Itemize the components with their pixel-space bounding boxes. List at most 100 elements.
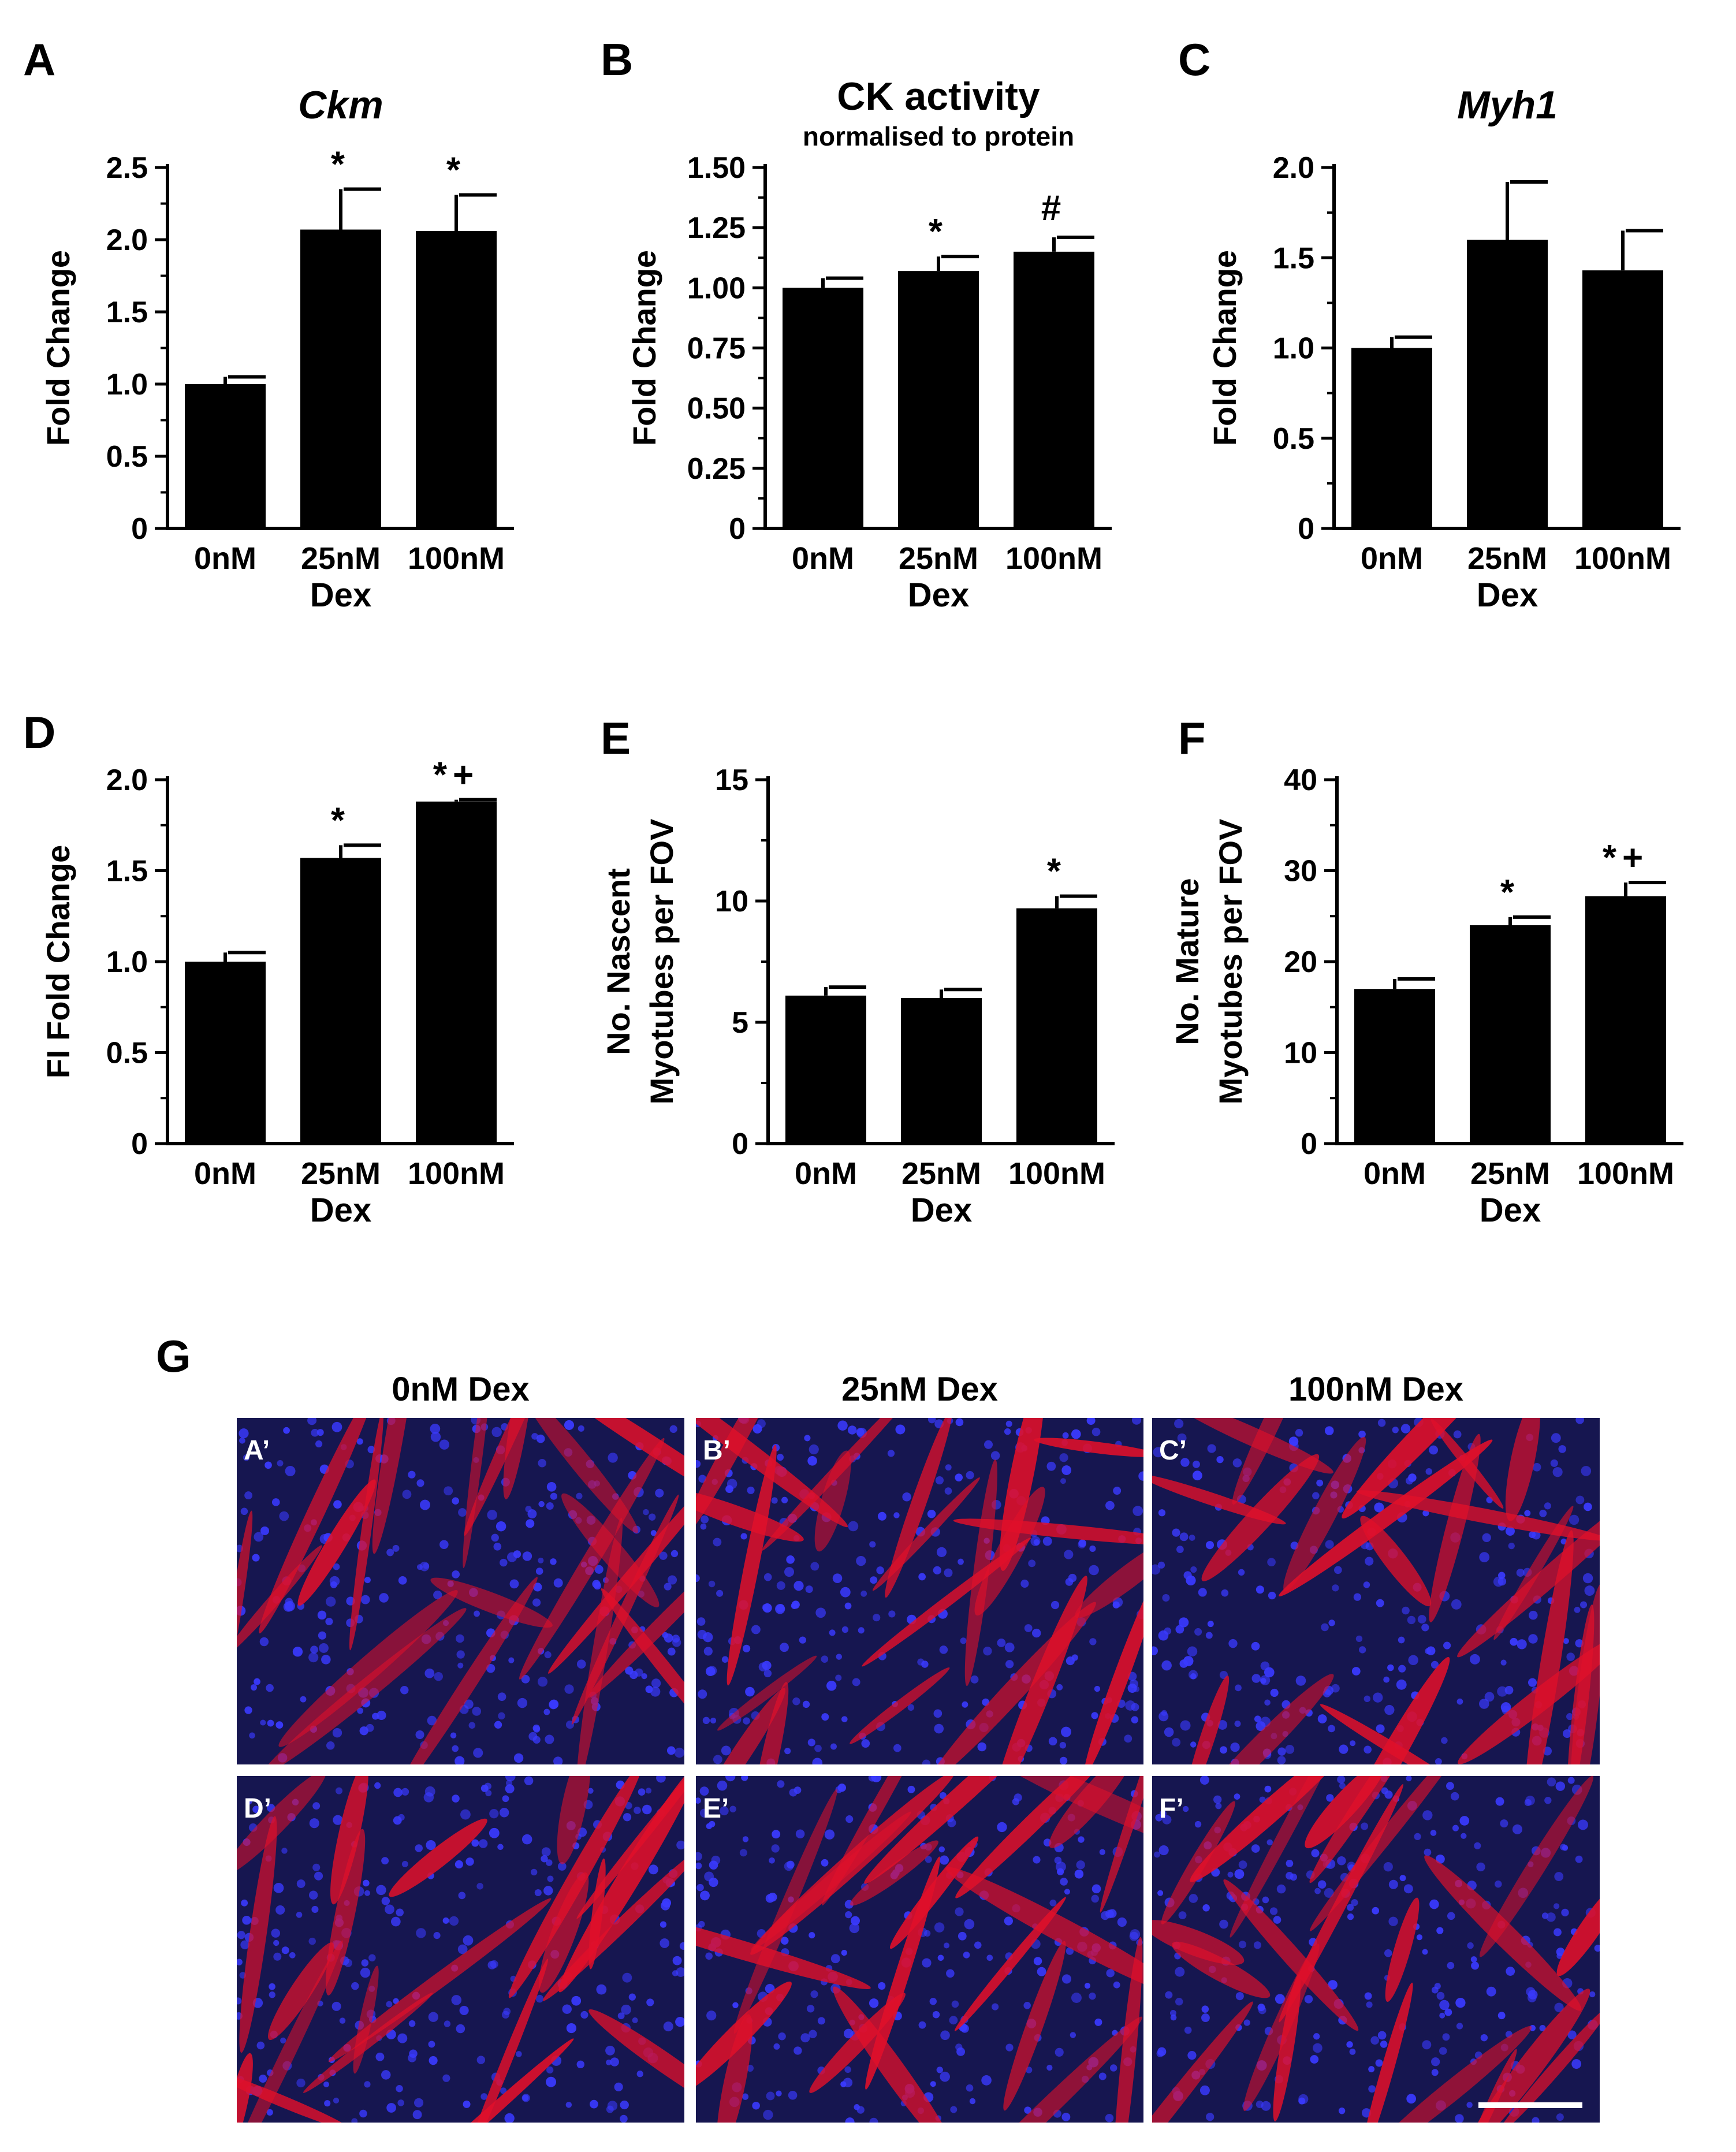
nucleus bbox=[837, 1420, 848, 1431]
myotube bbox=[372, 1418, 420, 1554]
nucleus bbox=[907, 1785, 915, 1793]
chart-panel-a: A Ckm 0 0.5 1.0 1.5 2.0 2.5 0nM * 25nM * 100nM Dex Fol… bbox=[23, 34, 514, 614]
nucleus bbox=[1310, 2055, 1319, 2064]
nucleus bbox=[580, 2010, 588, 2019]
myotube bbox=[809, 1993, 906, 2093]
nucleus bbox=[1138, 1471, 1143, 1481]
nucleus bbox=[845, 1815, 854, 1823]
myotube bbox=[850, 1840, 938, 1906]
micrograph-column-title: 25nM Dex bbox=[841, 1371, 998, 1408]
nucleus bbox=[1324, 1426, 1334, 1435]
nucleus bbox=[289, 1952, 296, 1959]
nucleus bbox=[1261, 2101, 1271, 2111]
nucleus bbox=[617, 2012, 625, 2020]
nucleus bbox=[324, 2100, 331, 2107]
significance-marker: * bbox=[446, 151, 466, 191]
nucleus bbox=[696, 1883, 704, 1892]
nucleus bbox=[308, 1937, 316, 1945]
nucleus bbox=[1358, 1430, 1366, 1438]
nucleus bbox=[1251, 1844, 1260, 1853]
nucleus bbox=[845, 2117, 855, 2123]
nucleus bbox=[1334, 1566, 1342, 1574]
nucleus bbox=[1497, 1686, 1508, 1697]
myotube bbox=[1232, 1418, 1313, 1505]
micrograph-label: A’ bbox=[244, 1435, 270, 1466]
nucleus bbox=[984, 1440, 993, 1449]
nucleus bbox=[1251, 1641, 1260, 1651]
myotube bbox=[1567, 1604, 1595, 1764]
nucleus bbox=[1133, 1506, 1143, 1516]
myotube bbox=[696, 1418, 783, 1539]
nucleus bbox=[1524, 1799, 1532, 1807]
y-tick-label: 2.0 bbox=[106, 764, 148, 797]
y-tick-label: 1.0 bbox=[106, 945, 148, 979]
nucleus bbox=[1429, 1899, 1439, 1909]
myotube bbox=[696, 1981, 792, 2092]
nucleus bbox=[1442, 2033, 1450, 2041]
nucleus bbox=[1429, 1445, 1439, 1455]
nucleus bbox=[360, 1967, 371, 1978]
nucleus bbox=[1260, 1678, 1266, 1684]
nucleus bbox=[356, 1438, 363, 1445]
nucleus bbox=[1193, 1460, 1200, 1468]
nucleus bbox=[1363, 1581, 1370, 1588]
nucleus bbox=[1020, 1579, 1029, 1588]
nucleus bbox=[1251, 1674, 1261, 1683]
nucleus bbox=[835, 1674, 842, 1681]
nucleus bbox=[1207, 1444, 1216, 1453]
nucleus bbox=[1544, 1502, 1551, 1510]
myotube bbox=[1556, 1881, 1600, 1976]
nucleus bbox=[1158, 1509, 1166, 1517]
nucleus bbox=[1512, 1824, 1522, 1834]
nucleus bbox=[267, 1719, 274, 1727]
nucleus bbox=[1064, 1550, 1074, 1559]
nucleus bbox=[1276, 1884, 1286, 1894]
nucleus bbox=[1154, 1851, 1160, 1858]
nucleus bbox=[1339, 1744, 1348, 1754]
nucleus bbox=[1012, 1798, 1020, 1805]
nucleus bbox=[1159, 1810, 1167, 1818]
nucleus bbox=[241, 1899, 248, 1907]
myotube bbox=[262, 1608, 467, 1764]
nucleus bbox=[1528, 1634, 1538, 1644]
myotube bbox=[588, 1539, 684, 1698]
nucleus bbox=[1353, 1593, 1362, 1601]
nucleus bbox=[1056, 1684, 1063, 1691]
myotube bbox=[1230, 1776, 1358, 1938]
nucleus bbox=[610, 2057, 619, 2067]
nucleus bbox=[1186, 1575, 1196, 1585]
nucleus bbox=[751, 1625, 761, 1635]
myotube bbox=[237, 1510, 253, 1686]
nucleus bbox=[578, 1425, 584, 1432]
nucleus bbox=[493, 1542, 502, 1551]
nucleus bbox=[576, 1492, 583, 1499]
x-tick-label: 100nM bbox=[408, 1156, 505, 1191]
nucleus bbox=[312, 1802, 321, 1810]
nucleus bbox=[1086, 1418, 1096, 1425]
nucleus bbox=[1050, 1600, 1060, 1610]
nucleus bbox=[1133, 1686, 1140, 1692]
nucleus bbox=[1059, 1453, 1068, 1462]
nucleus bbox=[452, 1570, 460, 1578]
nucleus bbox=[333, 1815, 343, 1825]
nucleus bbox=[266, 1684, 274, 1692]
nucleus bbox=[1165, 1991, 1173, 1999]
nucleus bbox=[1030, 1536, 1041, 1547]
nucleus bbox=[1113, 1487, 1122, 1495]
nucleus bbox=[259, 1637, 269, 1647]
myotube bbox=[557, 1776, 591, 1864]
nucleus bbox=[1376, 1599, 1384, 1607]
nucleus bbox=[1532, 1463, 1541, 1472]
micrograph-label: E’ bbox=[703, 1793, 729, 1824]
nucleus bbox=[1566, 1713, 1574, 1721]
nucleus bbox=[553, 1578, 563, 1588]
nucleus bbox=[553, 1756, 563, 1764]
nucleus bbox=[847, 1425, 857, 1435]
myotube bbox=[1498, 2006, 1600, 2123]
nucleus bbox=[805, 1585, 813, 1593]
nucleus bbox=[564, 1420, 575, 1430]
nucleus bbox=[271, 1498, 280, 1506]
nucleus bbox=[958, 1558, 964, 1565]
nucleus bbox=[545, 1734, 554, 1744]
nucleus bbox=[1313, 2033, 1320, 2040]
